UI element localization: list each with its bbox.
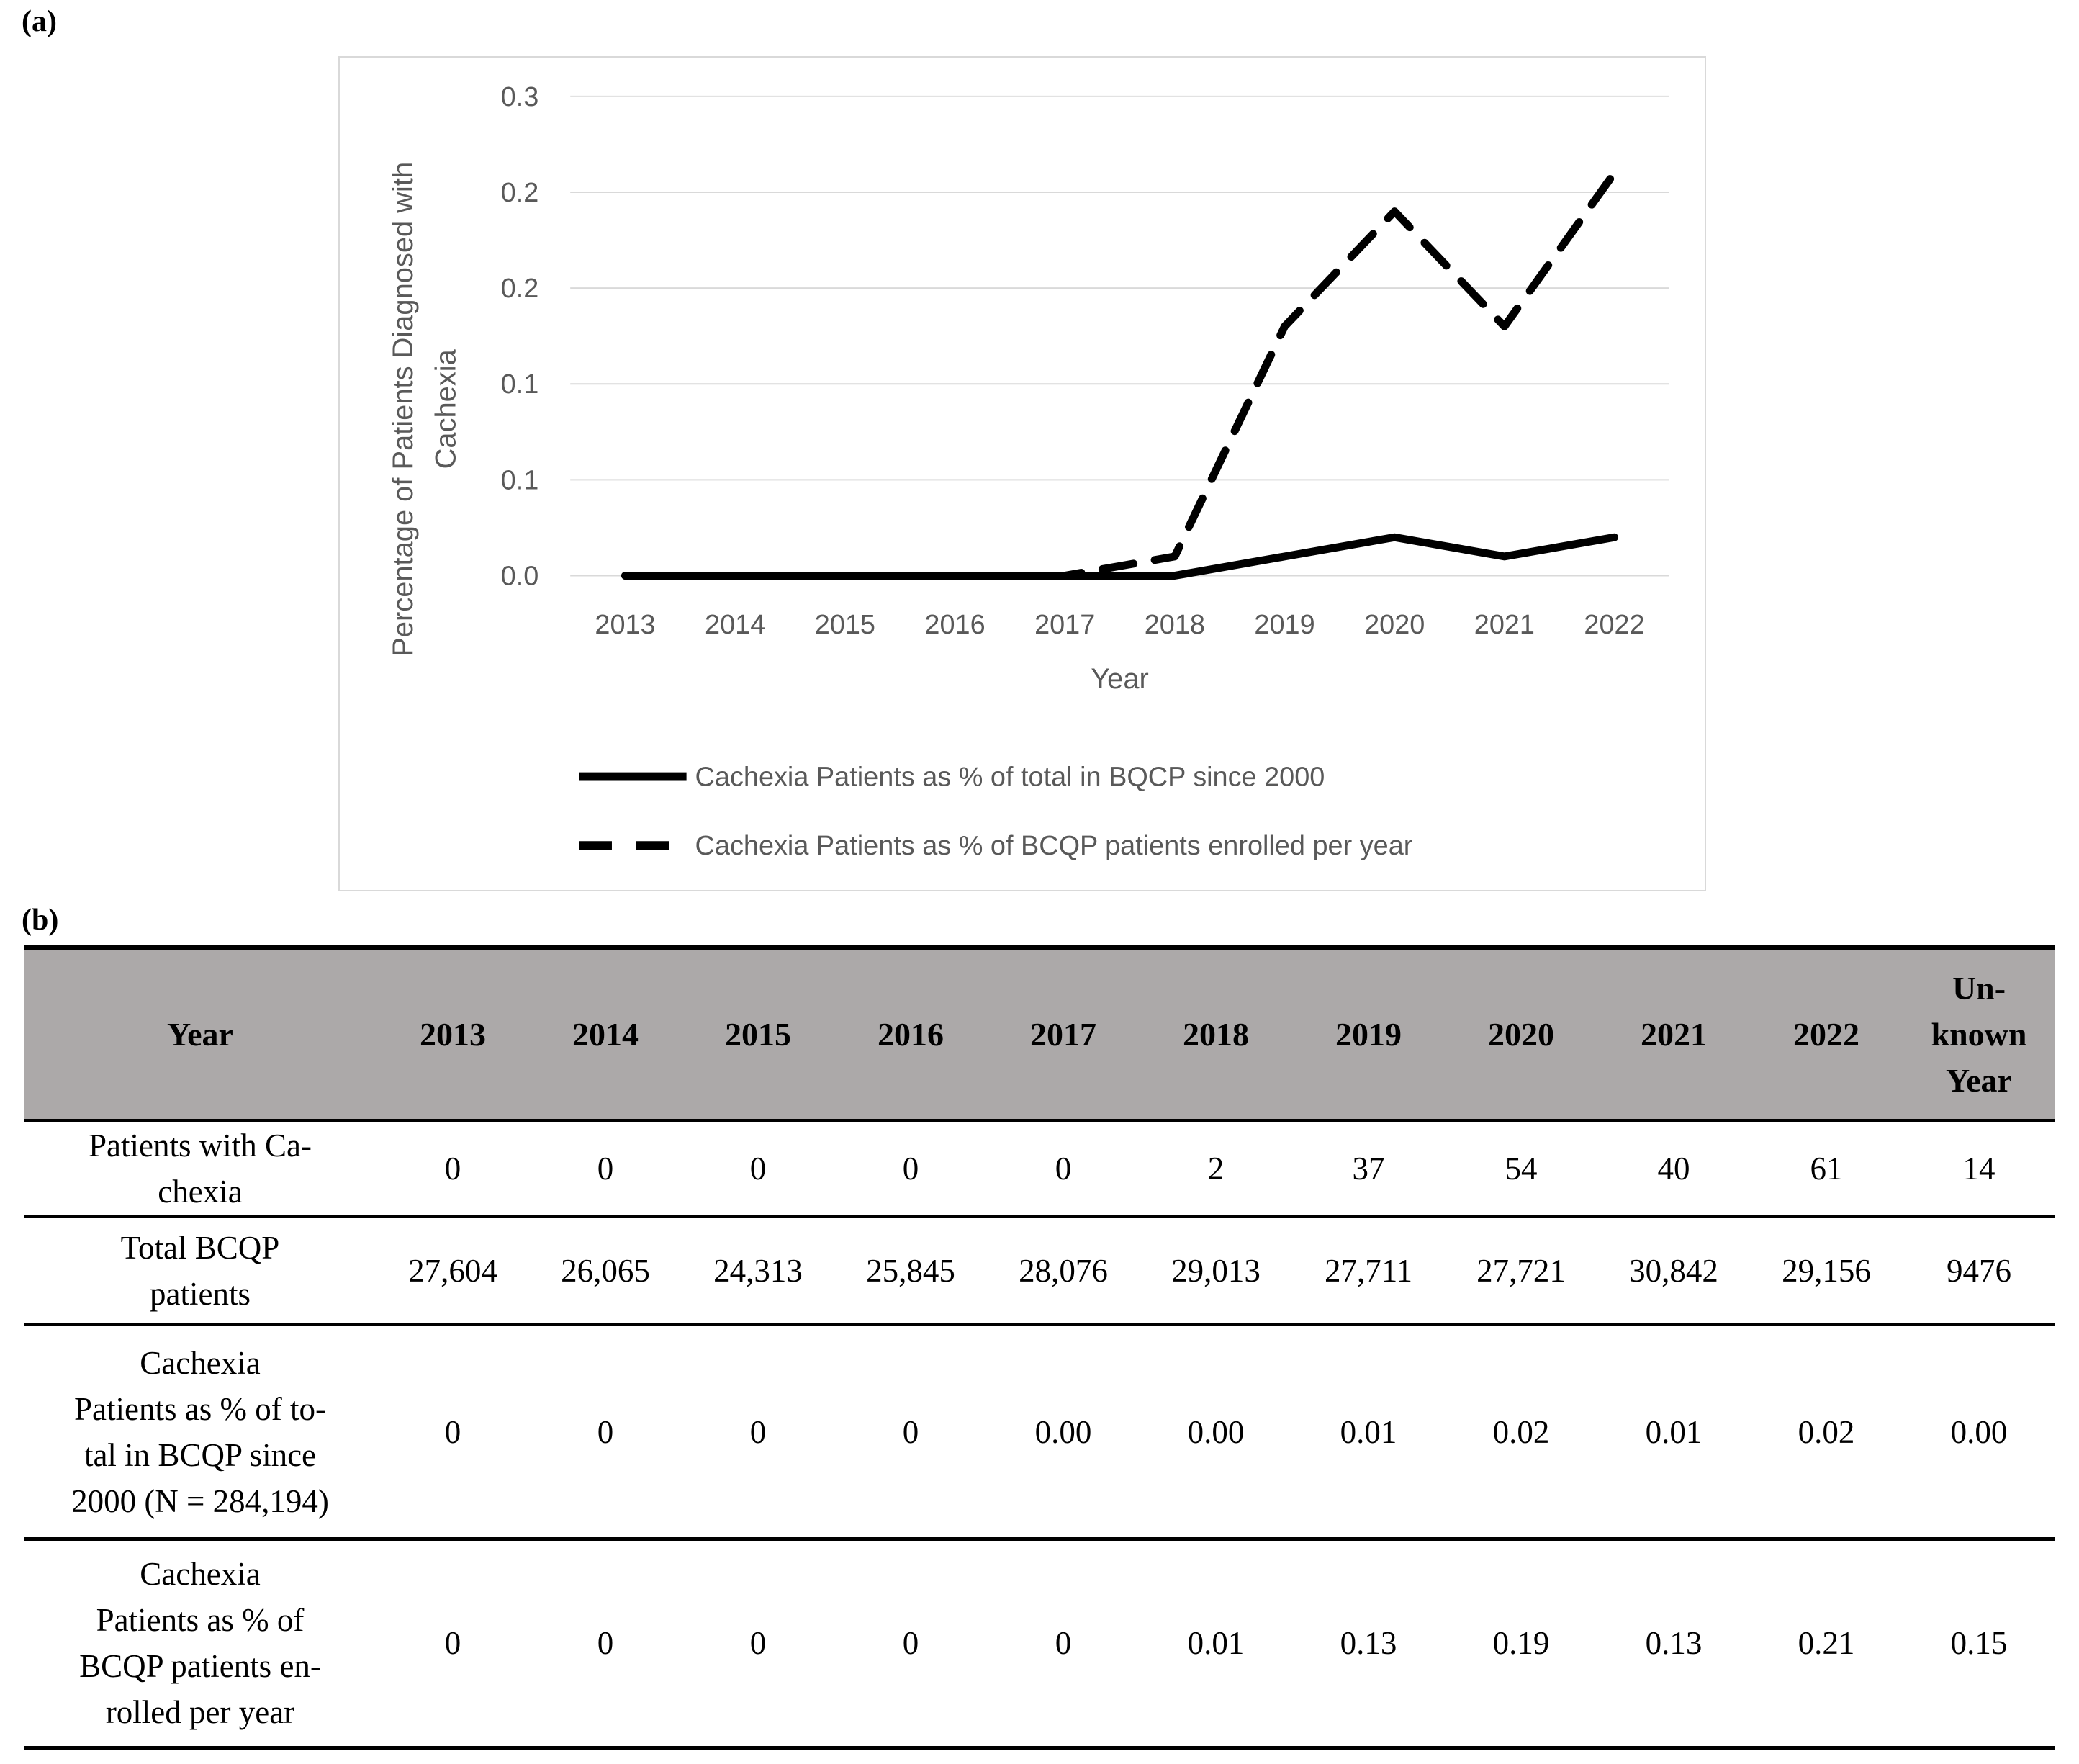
x-axis-tick-label: 2017: [1034, 610, 1095, 640]
x-axis-tick-label: 2013: [595, 610, 655, 640]
cell-value: 0.19: [1445, 1539, 1597, 1750]
cell-value: 0: [834, 1324, 987, 1541]
cell-value: 25,845: [834, 1216, 987, 1326]
x-axis-title: Year: [1091, 663, 1149, 695]
cell-value: 0: [376, 1120, 529, 1218]
x-axis-tick-label: 2019: [1254, 610, 1314, 640]
cell-value: 0.21: [1750, 1539, 1903, 1750]
cell-value: 26,065: [529, 1216, 682, 1326]
table-row-patients-with-ca-chexia: Patients with Ca- chexia 0 0 0 0 0 2 37 54 40 61 14: [24, 1120, 2055, 1218]
y-axis-tick-label: 0.2: [501, 274, 539, 304]
y-axis-title-line2: Cachexia: [430, 348, 462, 469]
x-axis-tick-label: 2020: [1364, 610, 1425, 640]
column-header-2019: 2019: [1292, 945, 1445, 1122]
cell-value: 37: [1292, 1120, 1445, 1218]
cell-value: 2: [1140, 1120, 1292, 1218]
cell-value: 0: [529, 1324, 682, 1541]
cell-value: 0.15: [1903, 1539, 2055, 1750]
cell-value: 0.00: [1140, 1324, 1292, 1541]
cell-value: 40: [1597, 1120, 1750, 1218]
y-axis-tick-label: 0.0: [501, 561, 539, 591]
row-label: Patients with Ca- chexia: [24, 1120, 376, 1218]
cell-value: 14: [1903, 1120, 2055, 1218]
cell-value: 0: [987, 1539, 1140, 1750]
y-axis-tick-label: 0.2: [501, 178, 539, 208]
cell-value: 0: [834, 1539, 987, 1750]
row-label: Cachexia Patients as % of to- tal in BCQ…: [24, 1324, 376, 1541]
x-axis-tick-label: 2016: [924, 610, 985, 640]
x-axis-tick-label: 2015: [815, 610, 875, 640]
cell-value: 0.00: [987, 1324, 1140, 1541]
cell-value: 9476: [1903, 1216, 2055, 1326]
cell-value: 0: [529, 1120, 682, 1218]
x-axis-tick-label: 2022: [1584, 610, 1644, 640]
cell-value: 27,711: [1292, 1216, 1445, 1326]
cell-value: 29,156: [1750, 1216, 1903, 1326]
column-header-2013: 2013: [376, 945, 529, 1122]
cell-value: 0.01: [1597, 1324, 1750, 1541]
table-row-cachexia-patients-as-of-bcqp-p: Cachexia Patients as % of BCQP patients …: [24, 1539, 2055, 1750]
cell-value: 0.00: [1903, 1324, 2055, 1541]
row-label: Cachexia Patients as % of BCQP patients …: [24, 1539, 376, 1750]
cell-value: 27,604: [376, 1216, 529, 1326]
cell-value: 0: [987, 1120, 1140, 1218]
cell-value: 0.02: [1445, 1324, 1597, 1541]
cachexia-data-table: Year 2013 2014 2015 2016 2017 2018 2019 2020 2021…: [24, 945, 2055, 1750]
cachexia-trend-chart-panel: 0.3 0.2 0.2 0.1 0.1 0.0 Percentage of Patients…: [338, 56, 1706, 891]
cell-value: 0.02: [1750, 1324, 1903, 1541]
cell-value: 54: [1445, 1120, 1597, 1218]
series-line-dashed: [621, 168, 1619, 580]
column-header-2017: 2017: [987, 945, 1140, 1122]
year-corner-header: Year: [24, 945, 376, 1122]
x-axis-tick-label: 2018: [1145, 610, 1205, 640]
panel-a-label: (a): [22, 5, 57, 38]
y-axis-tick-label: 0.3: [501, 82, 539, 112]
panel-b-label: (b): [22, 904, 59, 937]
cell-value: 24,313: [682, 1216, 834, 1326]
column-header-2020: 2020: [1445, 945, 1597, 1122]
cell-value: 27,721: [1445, 1216, 1597, 1326]
column-header-2018: 2018: [1140, 945, 1292, 1122]
cell-value: 0: [682, 1324, 834, 1541]
x-axis-tick-label: 2014: [705, 610, 765, 640]
column-header-2022: 2022: [1750, 945, 1903, 1122]
line-chart-canvas: 0.3 0.2 0.2 0.1 0.1 0.0 Percentage of Patients…: [387, 82, 1669, 861]
column-header-2014: 2014: [529, 945, 682, 1122]
cell-value: 0.13: [1597, 1539, 1750, 1750]
column-header-2015: 2015: [682, 945, 834, 1122]
cell-value: 0.13: [1292, 1539, 1445, 1750]
x-axis-tick-label: 2021: [1474, 610, 1535, 640]
column-header-2016: 2016: [834, 945, 987, 1122]
cell-value: 0.01: [1292, 1324, 1445, 1541]
cell-value: 0: [529, 1539, 682, 1750]
cell-value: 0: [682, 1120, 834, 1218]
y-axis-title-line1: Percentage of Patients Diagnosed with: [387, 162, 419, 657]
cell-value: 29,013: [1140, 1216, 1292, 1326]
cell-value: 61: [1750, 1120, 1903, 1218]
cell-value: 0.01: [1140, 1539, 1292, 1750]
cell-value: 0: [682, 1539, 834, 1750]
row-label: Total BCQP patients: [24, 1216, 376, 1326]
cell-value: 28,076: [987, 1216, 1140, 1326]
column-header-2021: 2021: [1597, 945, 1750, 1122]
table-body: Patients with Ca- chexia 0 0 0 0 0 2 37 54 40 61 14…: [24, 1120, 2055, 1750]
cell-value: 0: [834, 1120, 987, 1218]
legend-label: Cachexia Patients as % of total in BQCP …: [695, 762, 1325, 793]
table-row-cachexia-patients-as-of-to-tal: Cachexia Patients as % of to- tal in BCQ…: [24, 1324, 2055, 1541]
cell-value: 0: [376, 1324, 529, 1541]
y-axis-tick-label: 0.1: [501, 369, 539, 400]
table-header: Year 2013 2014 2015 2016 2017 2018 2019 2020 2021…: [24, 945, 2055, 1122]
y-axis-tick-label: 0.1: [501, 465, 539, 495]
cell-value: 0: [376, 1539, 529, 1750]
cell-value: 30,842: [1597, 1216, 1750, 1326]
table-header-row: Year 2013 2014 2015 2016 2017 2018 2019 2020 2021…: [24, 945, 2055, 1122]
column-header-un-known-year: Un- known Year: [1903, 945, 2055, 1122]
legend-label: Cachexia Patients as % of BCQP patients …: [695, 831, 1413, 861]
table-row-total-bcqp-patients: Total BCQP patients 27,604 26,065 24,313 25,…: [24, 1216, 2055, 1326]
